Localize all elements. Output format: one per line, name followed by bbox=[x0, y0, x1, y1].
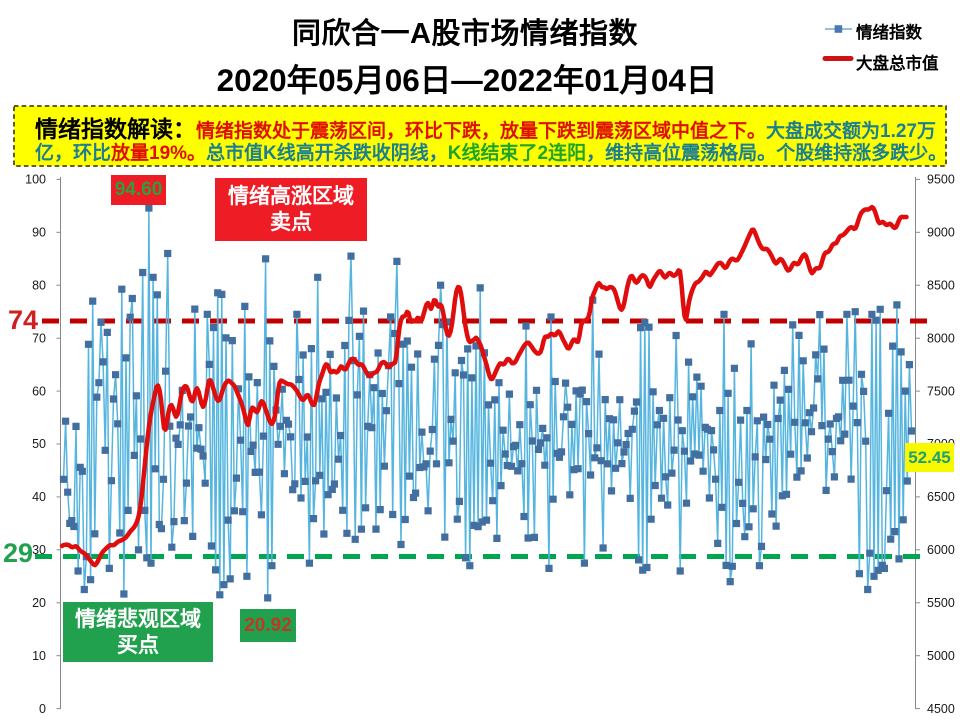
svg-text:80: 80 bbox=[32, 278, 46, 292]
svg-text:50: 50 bbox=[32, 437, 46, 451]
svg-text:0: 0 bbox=[39, 702, 46, 716]
svg-text:8500: 8500 bbox=[927, 278, 955, 292]
svg-text:5000: 5000 bbox=[927, 649, 955, 663]
svg-text:8000: 8000 bbox=[927, 331, 955, 345]
svg-text:20: 20 bbox=[32, 596, 46, 610]
svg-text:4500: 4500 bbox=[927, 702, 955, 716]
svg-text:30: 30 bbox=[32, 543, 46, 557]
svg-text:100: 100 bbox=[25, 173, 46, 187]
svg-text:90: 90 bbox=[32, 226, 46, 240]
svg-text:70: 70 bbox=[32, 331, 46, 345]
svg-text:5500: 5500 bbox=[927, 596, 955, 610]
svg-text:60: 60 bbox=[32, 384, 46, 398]
svg-text:9000: 9000 bbox=[927, 226, 955, 240]
svg-text:10: 10 bbox=[32, 649, 46, 663]
svg-text:40: 40 bbox=[32, 490, 46, 504]
svg-text:6500: 6500 bbox=[927, 490, 955, 504]
svg-text:9500: 9500 bbox=[927, 173, 955, 187]
svg-text:6000: 6000 bbox=[927, 543, 955, 557]
svg-text:7500: 7500 bbox=[927, 384, 955, 398]
